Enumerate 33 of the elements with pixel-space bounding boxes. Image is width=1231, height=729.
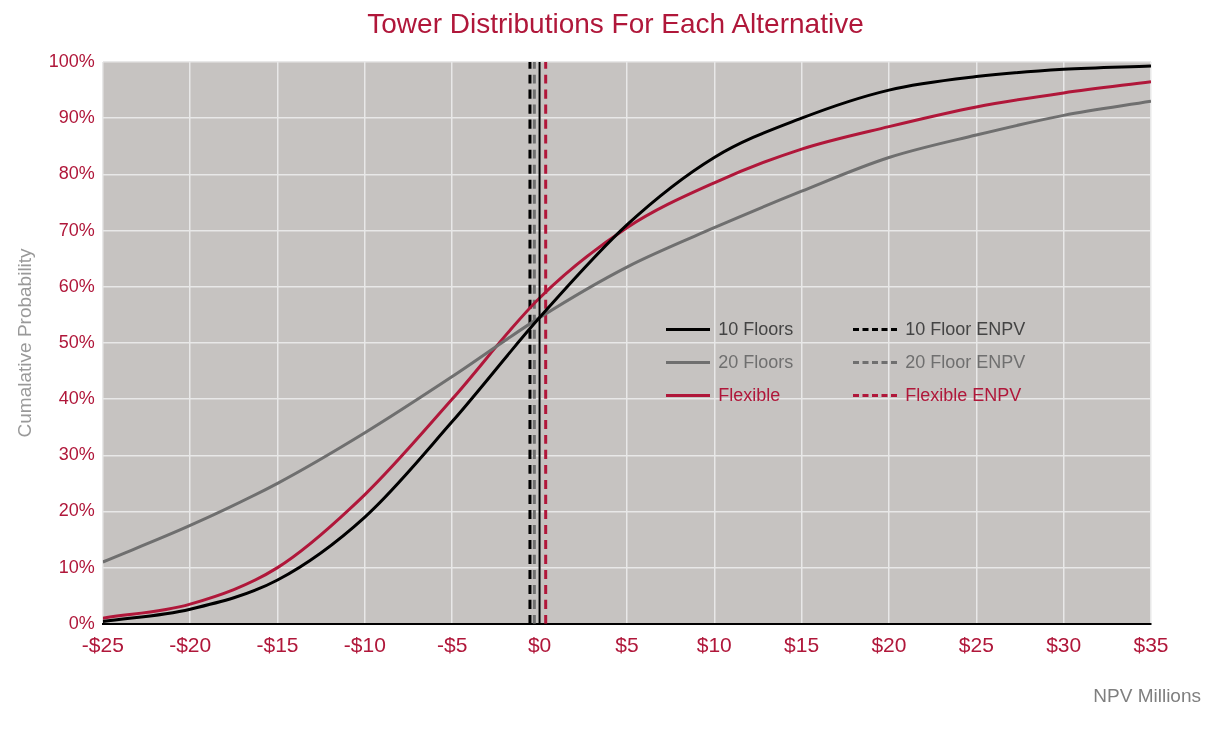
y-tick-label: 100%: [48, 50, 95, 71]
legend-label: 20 Floors: [718, 352, 794, 374]
x-tick-label: -$20: [169, 633, 212, 657]
x-tick-label: $20: [871, 633, 907, 657]
x-tick-label: -$15: [256, 633, 299, 657]
y-axis-title: Cumalative Probability: [13, 247, 35, 438]
x-tick-label: $0: [527, 633, 552, 657]
y-tick-label: 60%: [58, 275, 95, 296]
x-tick-label: $15: [784, 633, 820, 657]
x-axis-title: NPV Millions: [1093, 685, 1201, 707]
y-tick-label: 70%: [58, 219, 95, 240]
legend-label: 10 Floors: [718, 319, 794, 341]
chart-title: Tower Distributions For Each Alternative: [366, 8, 865, 40]
legend-label: Flexible: [718, 385, 781, 407]
y-tick-label: 30%: [58, 444, 95, 465]
x-tick-label: -$10: [343, 633, 386, 657]
y-tick-label: 90%: [58, 107, 95, 128]
y-tick-label: 0%: [68, 612, 95, 633]
x-tick-label: $10: [696, 633, 732, 657]
y-tick-label: 20%: [58, 500, 95, 521]
x-tick-label: -$5: [437, 633, 468, 657]
x-tick-label: $25: [958, 633, 994, 657]
x-tick-label: $35: [1133, 633, 1169, 657]
legend-label: 20 Floor ENPV: [905, 352, 1026, 374]
y-tick-label: 50%: [58, 331, 95, 352]
x-tick-label: $5: [615, 633, 639, 657]
legend-label: Flexible ENPV: [905, 385, 1022, 407]
y-tick-label: 40%: [58, 388, 95, 409]
x-tick-label: -$25: [81, 633, 124, 657]
y-tick-label: 80%: [58, 163, 95, 184]
x-tick-label: $30: [1046, 633, 1082, 657]
legend-label: 10 Floor ENPV: [905, 319, 1026, 341]
y-tick-label: 10%: [58, 556, 95, 577]
